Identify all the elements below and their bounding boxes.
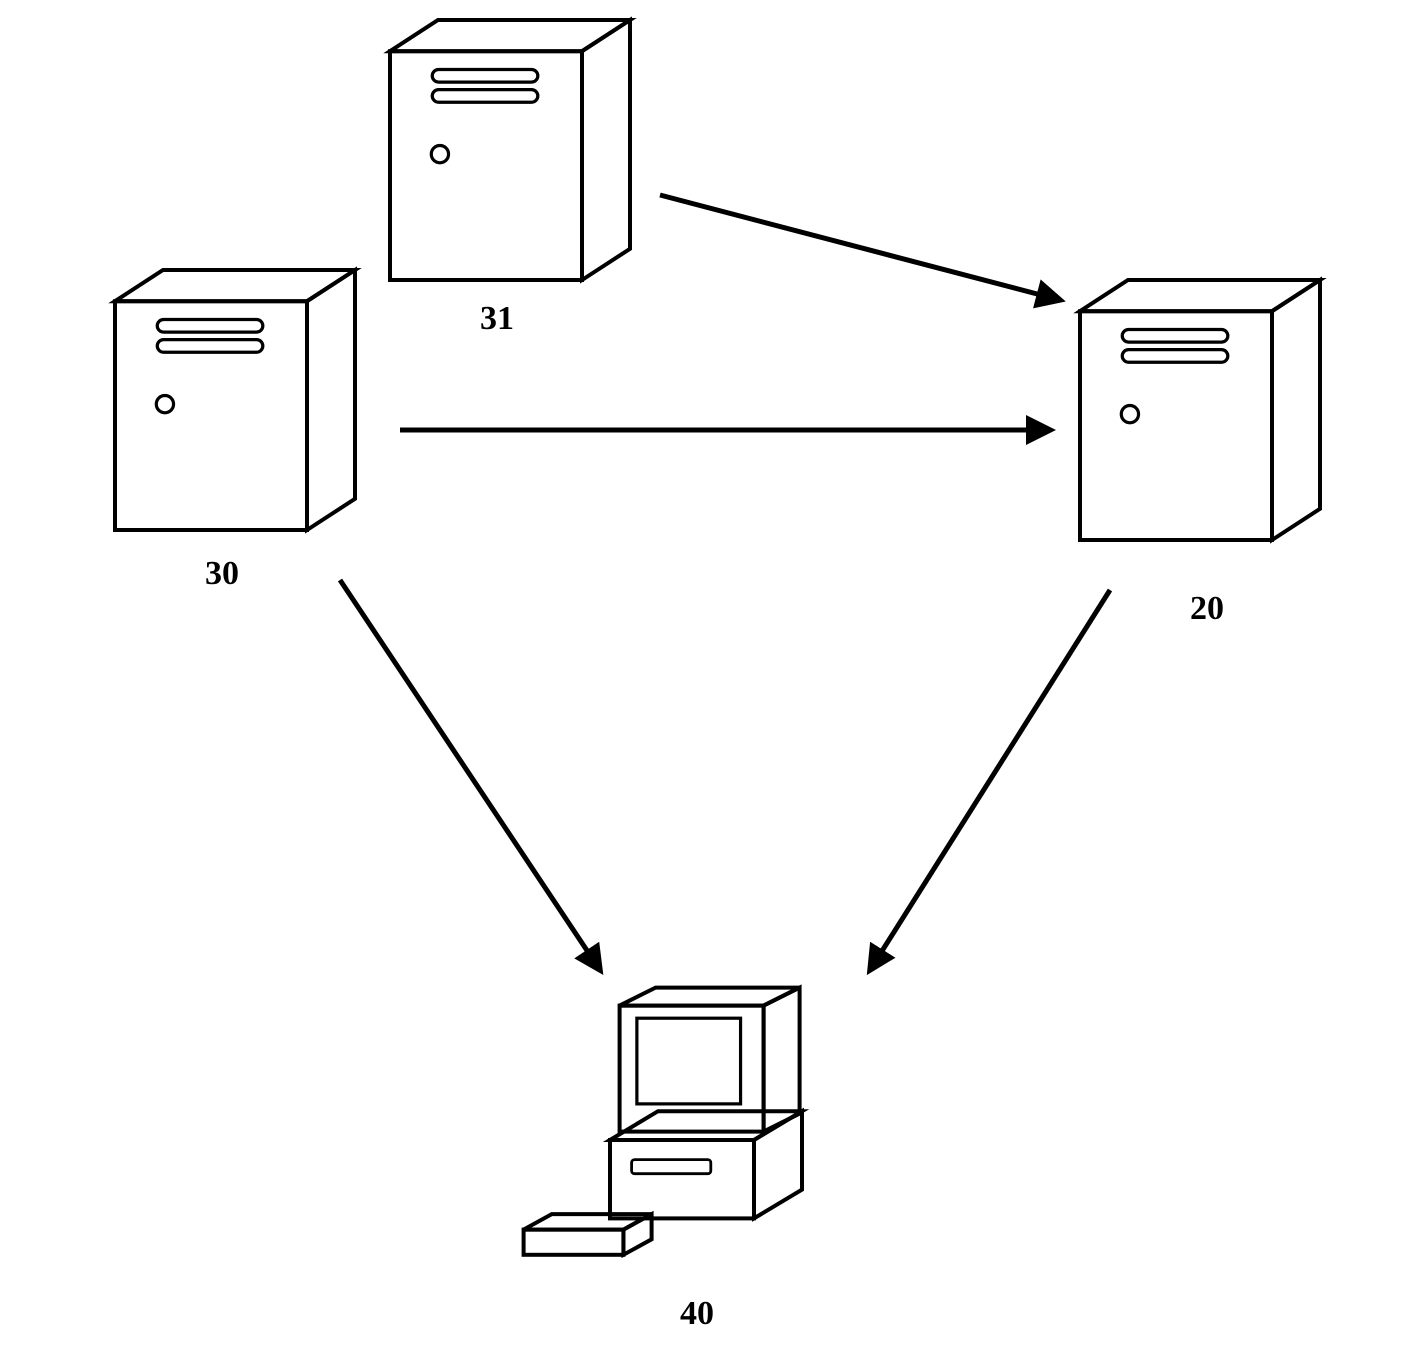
edge-server31-to-server20	[660, 195, 1060, 300]
node-label-40: 40	[680, 1295, 714, 1333]
server-31	[390, 20, 630, 280]
node-label-20: 20	[1190, 590, 1224, 628]
server-30	[115, 270, 355, 530]
edge-server30-to-client40	[340, 580, 600, 970]
client-40	[524, 988, 802, 1255]
server-20	[1080, 280, 1320, 540]
diagram-canvas	[0, 0, 1419, 1351]
edge-server20-to-client40	[870, 590, 1110, 970]
node-label-31: 31	[480, 300, 514, 338]
node-label-30: 30	[205, 555, 239, 593]
